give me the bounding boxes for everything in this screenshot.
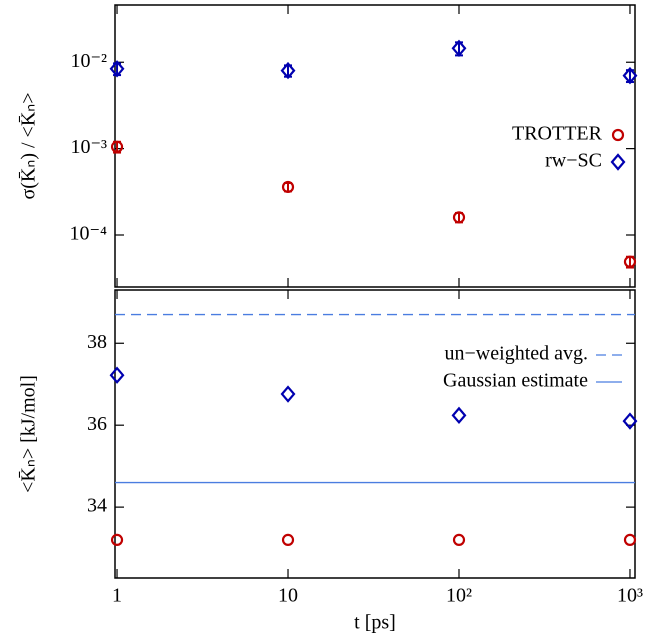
- point: [280, 385, 296, 403]
- legend-marker: [610, 153, 626, 171]
- bottom-frame: [114, 289, 636, 579]
- point: [451, 39, 467, 57]
- y-tick-label: 10⁻⁴: [69, 223, 107, 245]
- y-axis-label: <K̄ₙ> [kJ/mol]: [18, 375, 40, 493]
- y-tick-label: 10⁻²: [70, 50, 107, 72]
- x-tick-label: 10²: [446, 585, 472, 607]
- point: [110, 140, 124, 153]
- point: [622, 66, 638, 85]
- point: [281, 180, 295, 194]
- point: [281, 533, 295, 547]
- point: [452, 533, 466, 547]
- legend-label: un−weighted avg.: [445, 343, 588, 365]
- y-axis-label: σ(K̄ₙ) / <K̄ₙ>: [18, 92, 40, 199]
- point: [452, 211, 466, 224]
- point: [451, 406, 467, 425]
- y-tick-label: 34: [87, 495, 107, 517]
- point: [280, 61, 296, 80]
- point: [110, 533, 124, 547]
- point: [623, 533, 637, 547]
- point: [622, 412, 638, 430]
- y-tick-label: 38: [87, 331, 107, 353]
- x-tick-label: 1: [112, 585, 122, 607]
- point: [623, 255, 637, 268]
- y-tick-label: 36: [87, 413, 107, 435]
- legend-label: TROTTER: [512, 123, 603, 145]
- legend-label: rw−SC: [545, 150, 602, 172]
- point: [109, 366, 125, 384]
- y-tick-label: 10⁻³: [70, 136, 107, 158]
- top-frame: [114, 4, 636, 288]
- x-axis-label: t [ps]: [354, 612, 396, 634]
- legend-label: Gaussian estimate: [443, 370, 588, 392]
- point: [109, 60, 125, 78]
- legend-marker: [611, 128, 625, 142]
- x-tick-label: 10: [278, 585, 298, 607]
- x-tick-label: 10³: [617, 585, 643, 607]
